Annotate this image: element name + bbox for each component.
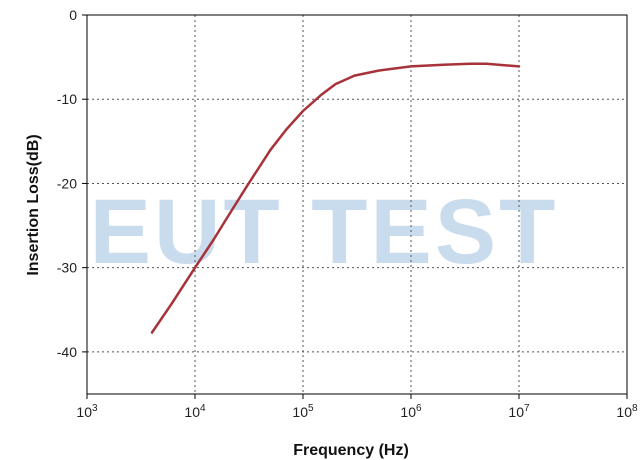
- plot-area-frame: [86, 14, 628, 395]
- watermark-text: EUT TEST: [90, 181, 559, 283]
- y-tick-label: -30: [57, 260, 77, 276]
- series-lines: [150, 62, 521, 334]
- x-axis-title: Frequency (Hz): [293, 442, 409, 459]
- x-tick-label: 106: [400, 403, 422, 420]
- insertion-loss-curve: [150, 62, 521, 334]
- x-tick-label: 105: [292, 403, 314, 420]
- x-tick-label: 108: [616, 403, 638, 420]
- x-tick-label: 103: [76, 403, 98, 420]
- axis-ticks: 103 104 105 106 107 108 0 -10 -20 -30 -40: [57, 7, 638, 420]
- y-tick-label: -40: [57, 344, 77, 360]
- y-tick-label: 0: [69, 7, 77, 23]
- y-tick-label: -20: [57, 175, 77, 191]
- x-tick-label: 104: [184, 403, 206, 420]
- grid-lines: [87, 15, 627, 394]
- x-tick-label: 107: [508, 403, 530, 420]
- y-axis-title: Insertion Loss(dB): [25, 134, 42, 275]
- y-tick-label: -10: [57, 91, 77, 107]
